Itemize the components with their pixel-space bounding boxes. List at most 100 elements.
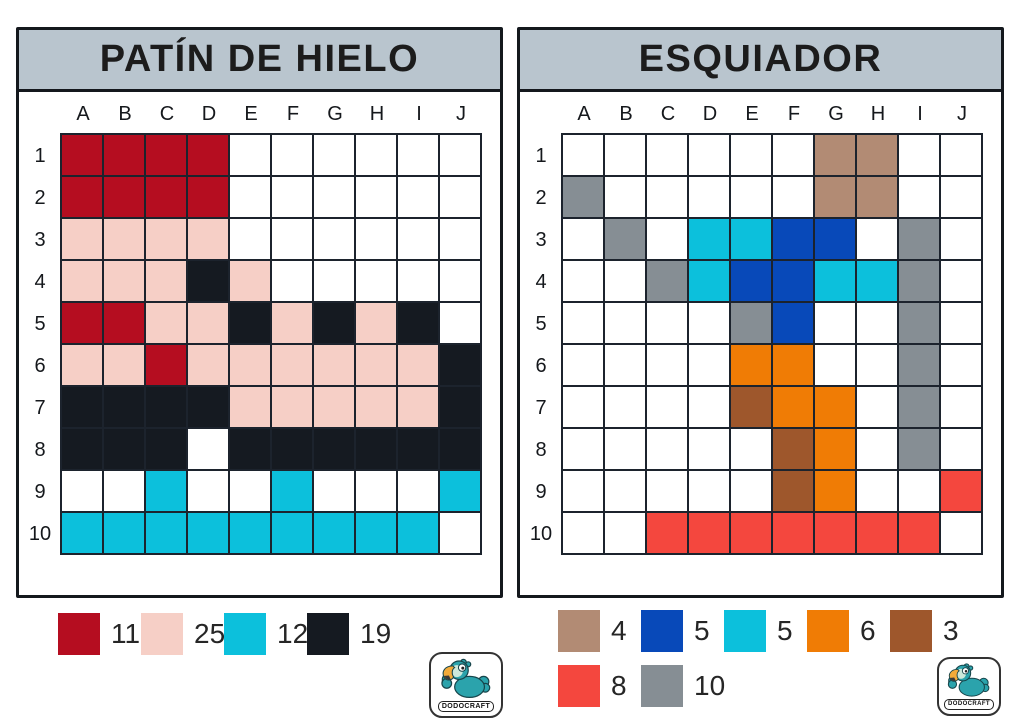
dodo-bird-icon xyxy=(948,663,990,697)
row-number: 7 xyxy=(535,397,547,419)
grid-cell xyxy=(356,303,396,343)
grid-cell xyxy=(605,219,645,259)
grid-cell xyxy=(941,135,981,175)
grid-cell xyxy=(440,219,480,259)
legend-row: 4 5 5 6 3 xyxy=(558,610,973,652)
grid-cell xyxy=(815,303,855,343)
grid-cell xyxy=(689,513,729,553)
grid-cell xyxy=(398,471,438,511)
grid-cell xyxy=(398,303,438,343)
row-number: 6 xyxy=(34,355,46,377)
column-letter: A xyxy=(76,103,90,125)
grid-cell xyxy=(272,219,312,259)
grid-cell xyxy=(146,261,186,301)
grid-cell xyxy=(356,345,396,385)
legend-count: 8 xyxy=(611,670,627,701)
grid-cell xyxy=(857,261,897,301)
grid-cell xyxy=(356,219,396,259)
column-letters: A B C D E F G H I J xyxy=(62,96,482,132)
grid-cell xyxy=(815,219,855,259)
column-letter: I xyxy=(917,103,923,125)
legend-row: 8 10 xyxy=(558,665,973,707)
grid-cell xyxy=(272,261,312,301)
grid-cell xyxy=(272,429,312,469)
dodo-bird-icon xyxy=(441,658,491,699)
grid-cell xyxy=(188,429,228,469)
grid-cell xyxy=(230,345,270,385)
grid-cell xyxy=(62,345,102,385)
legend-item: 8 xyxy=(558,665,641,707)
grid-cell xyxy=(146,513,186,553)
card-title-bar: PATÍN DE HIELO xyxy=(19,30,500,92)
grid-cell xyxy=(146,219,186,259)
grid-cell xyxy=(440,471,480,511)
grid-cell xyxy=(314,429,354,469)
grid-cell xyxy=(899,219,939,259)
grid-cell xyxy=(62,429,102,469)
grid-cell xyxy=(773,387,813,427)
grid-cell xyxy=(146,345,186,385)
grid-cell xyxy=(815,513,855,553)
grid-cell xyxy=(356,429,396,469)
grid-cell xyxy=(188,387,228,427)
grid-cell xyxy=(440,387,480,427)
legend-swatch xyxy=(558,610,600,652)
grid-cell xyxy=(773,219,813,259)
legend-esquiador: 4 5 5 6 3 8 10 xyxy=(558,610,973,720)
pixel-grid-patin xyxy=(60,133,482,555)
grid-cell xyxy=(563,177,603,217)
grid-cell xyxy=(647,261,687,301)
grid-cell xyxy=(272,135,312,175)
legend-count: 6 xyxy=(860,615,876,646)
grid-cell xyxy=(356,135,396,175)
grid-cell xyxy=(356,387,396,427)
column-letter: D xyxy=(702,103,718,125)
grid-cell xyxy=(440,513,480,553)
grid-cell xyxy=(146,471,186,511)
grid-cell xyxy=(356,177,396,217)
grid-cell xyxy=(230,513,270,553)
grid-cell xyxy=(146,387,186,427)
grid-cell xyxy=(689,303,729,343)
grid-cell xyxy=(815,177,855,217)
grid-cell xyxy=(563,387,603,427)
grid-cell xyxy=(689,429,729,469)
grid-cell xyxy=(689,177,729,217)
grid-cell xyxy=(857,177,897,217)
grid-cell xyxy=(689,387,729,427)
grid-cell xyxy=(398,261,438,301)
grid-cell xyxy=(272,513,312,553)
grid-cell xyxy=(563,345,603,385)
dodocraft-badge: DODOCRAFT xyxy=(937,657,1001,716)
row-number: 7 xyxy=(34,397,46,419)
row-number: 2 xyxy=(34,187,46,209)
grid-cell xyxy=(440,429,480,469)
grid-cell xyxy=(188,345,228,385)
legend-swatch xyxy=(724,610,766,652)
row-number: 9 xyxy=(34,481,46,503)
grid-cell xyxy=(605,261,645,301)
column-letters: A B C D E F G H I J xyxy=(563,96,983,132)
grid-cell xyxy=(563,261,603,301)
grid-cell xyxy=(689,345,729,385)
legend-swatch xyxy=(224,613,266,655)
legend-count: 4 xyxy=(611,615,627,646)
card-esquiador: ESQUIADOR A B C D E F G H I J 1 2 3 4 5 6 7 8 9 10 xyxy=(517,27,1004,598)
grid-cell xyxy=(941,471,981,511)
grid-cell xyxy=(605,387,645,427)
grid-cell xyxy=(731,513,771,553)
row-number: 6 xyxy=(535,355,547,377)
grid-cell xyxy=(647,303,687,343)
dodocraft-badge: DODOCRAFT xyxy=(429,652,503,718)
column-letter: C xyxy=(660,103,676,125)
card-patin-de-hielo: PATÍN DE HIELO A B C D E F G H I J 1 2 3 4 5 6 7 8 9 10 xyxy=(16,27,503,598)
legend-swatch xyxy=(558,665,600,707)
grid-cell xyxy=(605,513,645,553)
grid-cell xyxy=(563,135,603,175)
grid-cell xyxy=(899,471,939,511)
grid-cell xyxy=(398,177,438,217)
grid-cell xyxy=(731,387,771,427)
legend-count: 3 xyxy=(943,615,959,646)
grid-cell xyxy=(398,387,438,427)
